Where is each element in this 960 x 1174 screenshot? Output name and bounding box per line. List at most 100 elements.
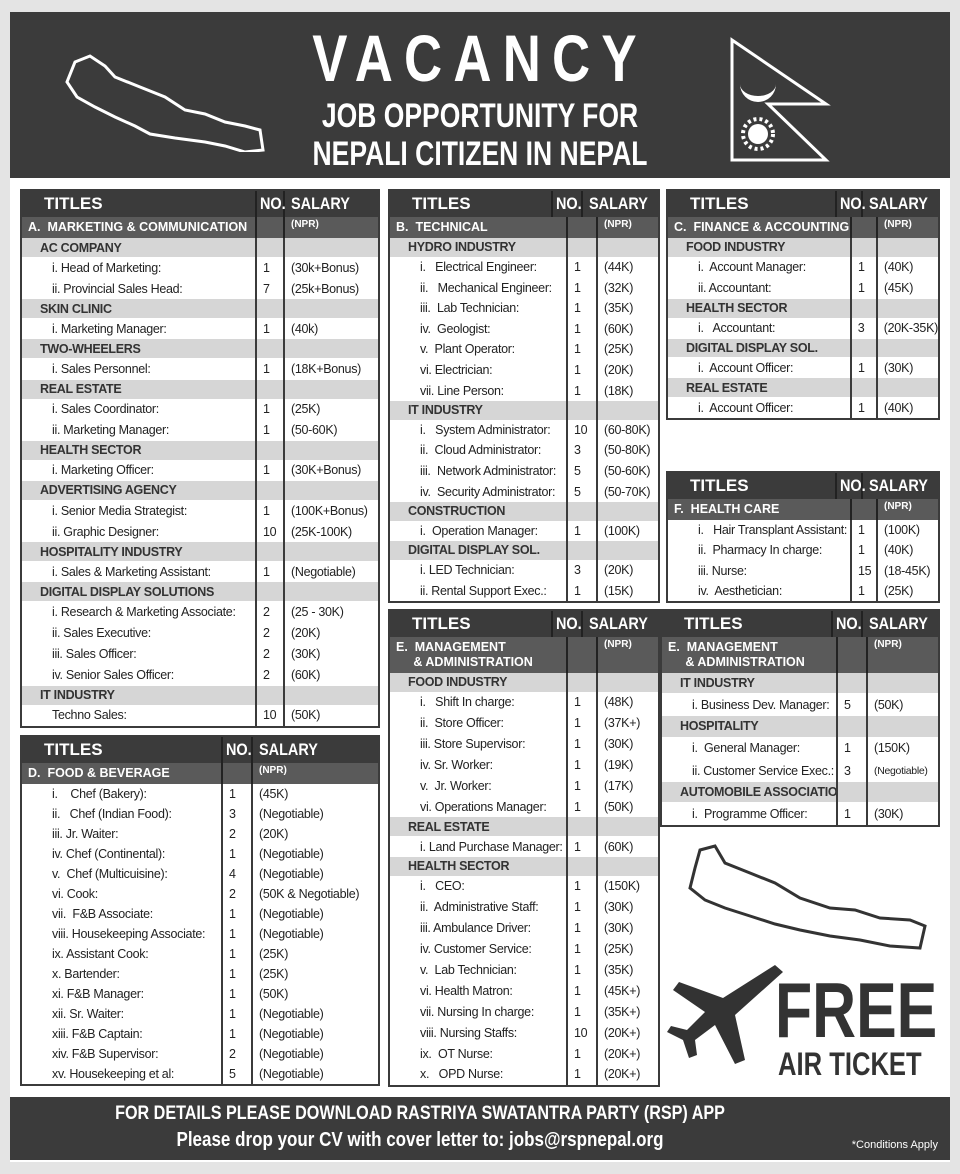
job-row: i. CEO: 1 (150K)	[390, 875, 658, 897]
titles-header: TITLES	[690, 476, 749, 495]
job-title: iv. Security Administrator:	[420, 484, 556, 499]
job-count: 3	[221, 804, 251, 824]
job-count: 1	[566, 339, 596, 360]
job-count: 2	[221, 824, 251, 844]
job-salary: (60-80K)	[596, 419, 658, 441]
job-salary: (Negotiable)	[251, 844, 378, 864]
job-count: 1	[221, 1024, 251, 1044]
job-salary: (30k+Bonus)	[283, 257, 378, 279]
job-salary: (30K+Bonus)	[283, 459, 378, 481]
job-row: ii. Mechanical Engineer: 1 (32K)	[390, 277, 658, 298]
job-count: 5	[221, 1064, 251, 1084]
salary-header: SALARY	[868, 476, 928, 495]
salary-header: SALARY	[588, 614, 648, 633]
job-title: vi. Operations Manager:	[420, 799, 547, 814]
job-salary: (50-60K)	[596, 460, 658, 482]
job-count: 3	[849, 317, 876, 339]
job-salary: (150K)	[596, 875, 658, 897]
job-count: 1	[566, 917, 596, 939]
job-row: xiv. F&B Supervisor: 2 (Negotiable)	[22, 1044, 378, 1064]
job-row: i. Sales Personnel: 1 (18K+Bonus)	[22, 358, 378, 380]
job-title: i. Electrical Engineer:	[420, 259, 537, 274]
job-salary: (60K)	[596, 836, 658, 857]
job-salary: (50-60K)	[283, 419, 378, 441]
job-count: 1	[255, 459, 283, 481]
job-salary: (60K)	[596, 318, 658, 340]
currency-note: (NPR)	[876, 499, 938, 520]
job-row: v. Chef (Multicuisine): 4 (Negotiable)	[22, 864, 378, 884]
job-count: 2	[221, 1044, 251, 1064]
job-salary: (50K)	[866, 693, 938, 717]
job-count: 1	[836, 802, 866, 826]
category-row: DIGITAL DISPLAY SOL.	[390, 541, 658, 560]
table-e2: TITLES NO. SALARY E. MANAGEMENT & ADMINIST…	[660, 609, 940, 827]
section-title: D. FOOD & BEVERAGE	[28, 766, 170, 780]
category-row: FOOD INDUSTRY	[668, 238, 938, 257]
job-salary: (Negotiable)	[251, 1024, 378, 1044]
job-row: v. Lab Technician: 1 (35K)	[390, 959, 658, 981]
job-salary: (30K)	[596, 917, 658, 939]
job-row: ii. Cloud Administrator: 3 (50-80K)	[390, 440, 658, 461]
job-row: vi. Electrician: 1 (20K)	[390, 359, 658, 381]
job-count: 3	[836, 759, 866, 782]
job-row: xiii. F&B Captain: 1 (Negotiable)	[22, 1024, 378, 1044]
job-count: 1	[850, 277, 876, 299]
job-title: ii. Rental Support Exec.:	[420, 583, 547, 598]
job-count: 1	[255, 257, 283, 279]
job-salary: (48K)	[596, 691, 658, 713]
job-salary: (17K)	[596, 775, 658, 797]
job-salary: (32K)	[596, 277, 658, 298]
titles-header: TITLES	[44, 740, 103, 759]
job-row: i. Business Dev. Manager: 5 (50K)	[662, 693, 938, 717]
job-row: i. Accountant: 3 (20K-35K)	[668, 317, 938, 339]
job-title: i. CEO:	[420, 879, 465, 894]
job-count: 1	[566, 775, 596, 797]
job-salary: (25K)	[251, 964, 378, 984]
job-title: iii. Ambulance Driver:	[420, 921, 531, 936]
job-count: 7	[255, 278, 283, 300]
job-title: iii. Nurse:	[698, 563, 747, 578]
category-row: IT INDUSTRY	[390, 400, 658, 420]
section-title: E. MANAGEMENT & ADMINISTRATION	[668, 640, 805, 669]
job-count: 1	[850, 397, 876, 419]
category-label: HEALTH SECTOR	[686, 301, 788, 316]
category-label: HYDRO INDUSTRY	[408, 240, 516, 255]
job-title: vi. Health Matron:	[420, 983, 513, 998]
job-row: iii. Sales Officer: 2 (30K)	[22, 643, 378, 665]
category-label: HOSPITALITY	[680, 719, 759, 734]
job-count: 1	[566, 580, 596, 601]
job-row: i. Hair Transplant Assistant: 1 (100K)	[668, 520, 938, 541]
job-salary: (50K)	[251, 984, 378, 1004]
job-row: vi. Cook: 2 (50K & Negotiable)	[22, 884, 378, 904]
currency-note: (NPR)	[596, 637, 658, 673]
job-salary: (25K)	[251, 944, 378, 964]
footer: FOR DETAILS PLEASE DOWNLOAD RASTRIYA SWA…	[10, 1097, 950, 1160]
currency-note: (NPR)	[596, 217, 658, 238]
job-salary: (50K)	[283, 704, 378, 727]
category-row: CONSTRUCTION	[390, 502, 658, 521]
job-row: iii. Network Administrator: 5 (50-60K)	[390, 460, 658, 482]
job-salary: (20K+)	[596, 1043, 658, 1064]
job-row: vi. Health Matron: 1 (45K+)	[390, 980, 658, 1002]
job-salary: (44K)	[596, 256, 658, 278]
job-salary: (Negotiable)	[251, 924, 378, 944]
job-row: v. Plant Operator: 1 (25K)	[390, 339, 658, 360]
job-row: iv. Chef (Continental): 1 (Negotiable)	[22, 844, 378, 864]
job-count: 1	[566, 359, 596, 381]
job-salary: (37K+)	[596, 712, 658, 734]
job-salary: (45K)	[251, 784, 378, 804]
job-title: iv. Geologist:	[420, 321, 491, 336]
section-title: A. MARKETING & COMMUNICATION	[28, 220, 248, 234]
job-title: i. Marketing Manager:	[52, 321, 167, 336]
job-title: ix. Assistant Cook:	[52, 947, 149, 961]
job-title: iv. Aesthetician:	[698, 583, 782, 598]
category-label: AUTOMOBILE ASSOCIATION	[680, 785, 836, 800]
job-salary: (Negotiable)	[251, 904, 378, 924]
job-row: ii. Graphic Designer: 10 (25K-100K)	[22, 521, 378, 543]
job-salary: (20K)	[596, 359, 658, 381]
job-row: ii. Marketing Manager: 1 (50-60K)	[22, 419, 378, 441]
job-row: iii. Store Supervisor: 1 (30K)	[390, 733, 658, 755]
job-title: iii. Jr. Waiter:	[52, 827, 119, 841]
job-row: iv. Geologist: 1 (60K)	[390, 318, 658, 340]
header-banner	[10, 12, 950, 178]
